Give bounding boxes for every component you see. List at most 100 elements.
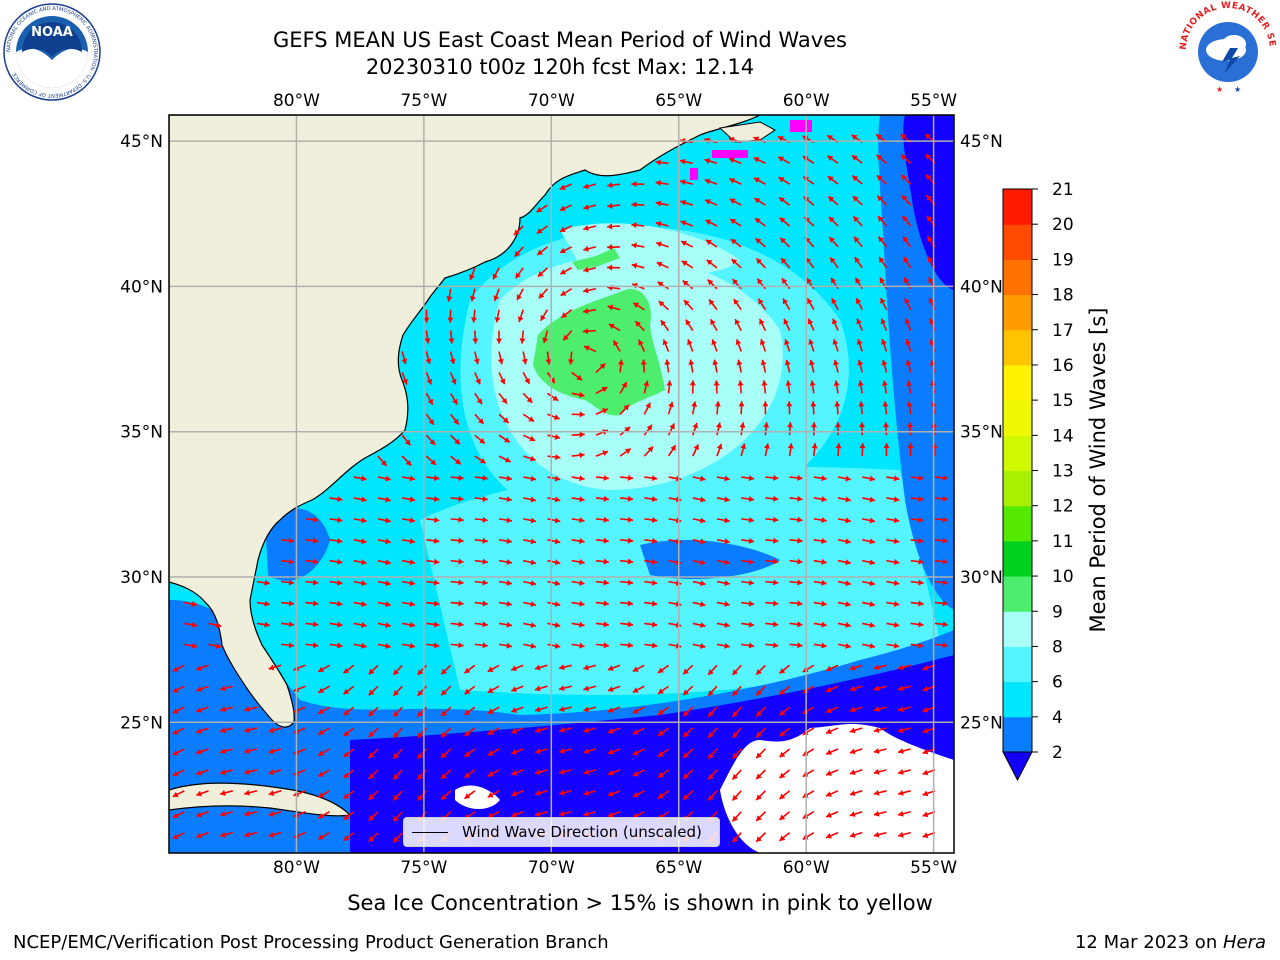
direction-arrow (417, 664, 428, 676)
direction-arrow (440, 748, 452, 759)
direction-arrow (825, 685, 839, 693)
direction-arrow (510, 706, 524, 713)
direction-arrow (558, 747, 572, 754)
direction-arrow (741, 642, 755, 649)
direction-arrow (447, 309, 454, 323)
direction-arrow (829, 256, 839, 269)
direction-arrow (426, 558, 440, 565)
direction-arrow (558, 685, 572, 692)
lon-tick-label-bottom: 65°W (655, 858, 702, 878)
direction-arrow (813, 517, 827, 524)
direction-arrow (317, 748, 330, 757)
direction-arrow (922, 810, 936, 818)
direction-arrow (716, 559, 730, 566)
lat-tick-label-left: 30°N (120, 568, 163, 588)
direction-arrow (825, 831, 839, 839)
direction-arrow (595, 600, 609, 607)
direction-arrow (692, 538, 706, 545)
direction-arrow (392, 832, 403, 843)
direction-arrow (281, 642, 295, 649)
direction-arrow (873, 727, 887, 733)
sea-ice-patch (790, 120, 812, 132)
direction-arrow (353, 559, 367, 566)
direction-arrow (644, 600, 658, 607)
direction-arrow (854, 256, 863, 269)
direction-arrow (883, 422, 890, 436)
direction-arrow (329, 621, 343, 628)
direction-arrow (450, 413, 460, 425)
direction-arrow (562, 330, 573, 342)
direction-arrow (464, 790, 476, 800)
direction-arrow (713, 380, 720, 394)
direction-arrow (377, 496, 391, 503)
colorbar-tick-label: 15 (1052, 391, 1074, 411)
direction-arrow (329, 558, 343, 565)
direction-arrow (305, 579, 319, 586)
direction-arrow (450, 558, 464, 565)
footer-left: NCEP/EMC/Verification Post Processing Pr… (13, 932, 609, 953)
direction-arrow (595, 537, 609, 544)
direction-arrow (755, 257, 766, 269)
direction-arrow (837, 642, 851, 649)
direction-arrow (542, 330, 549, 344)
direction-arrow (922, 706, 936, 713)
direction-arrow (881, 359, 888, 373)
direction-arrow (934, 621, 948, 628)
direction-arrow (172, 748, 185, 756)
direction-arrow (731, 664, 742, 676)
direction-arrow (910, 600, 924, 607)
direction-arrow (765, 495, 779, 502)
direction-arrow (876, 174, 888, 185)
direction-arrow (910, 475, 924, 481)
direction-arrow (583, 769, 597, 775)
direction-arrow (522, 372, 531, 385)
direction-arrow (632, 769, 645, 777)
direction-arrow (789, 600, 803, 607)
direction-arrow (510, 810, 524, 818)
direction-arrow (789, 621, 803, 628)
direction-arrow (196, 831, 209, 839)
colorbar-segment (1003, 681, 1032, 718)
direction-arrow (837, 538, 851, 545)
direction-arrow (825, 790, 839, 797)
direction-arrow (256, 579, 270, 586)
direction-arrow (474, 372, 481, 385)
direction-arrow (644, 558, 658, 565)
direction-arrow (281, 579, 295, 586)
direction-arrow (667, 423, 675, 436)
direction-arrow (655, 221, 669, 227)
direction-arrow (450, 579, 464, 586)
direction-arrow (716, 621, 730, 628)
direction-arrow (368, 685, 379, 696)
direction-arrow (873, 664, 887, 671)
direction-arrow (862, 475, 876, 482)
direction-arrow (778, 196, 791, 206)
direction-arrow (595, 362, 606, 374)
direction-arrow (906, 380, 913, 394)
north-america-land (169, 115, 761, 728)
direction-arrow (426, 495, 440, 502)
direction-arrow (440, 685, 452, 696)
direction-arrow (368, 811, 379, 822)
direction-arrow (498, 621, 513, 628)
direction-arrow (582, 328, 596, 335)
direction-arrow (825, 706, 839, 714)
colorbar-tick-label: 12 (1052, 497, 1074, 517)
direction-arrow (858, 401, 865, 415)
direction-arrow (778, 748, 791, 758)
direction-arrow (708, 298, 718, 311)
direction-arrow (464, 748, 476, 758)
direction-arrow (827, 175, 839, 185)
direction-arrow (426, 600, 440, 607)
direction-arrow (657, 790, 670, 800)
direction-arrow (664, 359, 671, 373)
direction-arrow (810, 401, 817, 415)
direction-arrow (886, 621, 900, 628)
direction-arrow (873, 706, 887, 712)
direction-arrow (692, 580, 706, 587)
direction-arrow (464, 664, 476, 674)
direction-arrow (655, 200, 669, 207)
direction-arrow (571, 621, 585, 628)
direction-arrow (680, 240, 694, 248)
direction-arrow (757, 298, 767, 311)
